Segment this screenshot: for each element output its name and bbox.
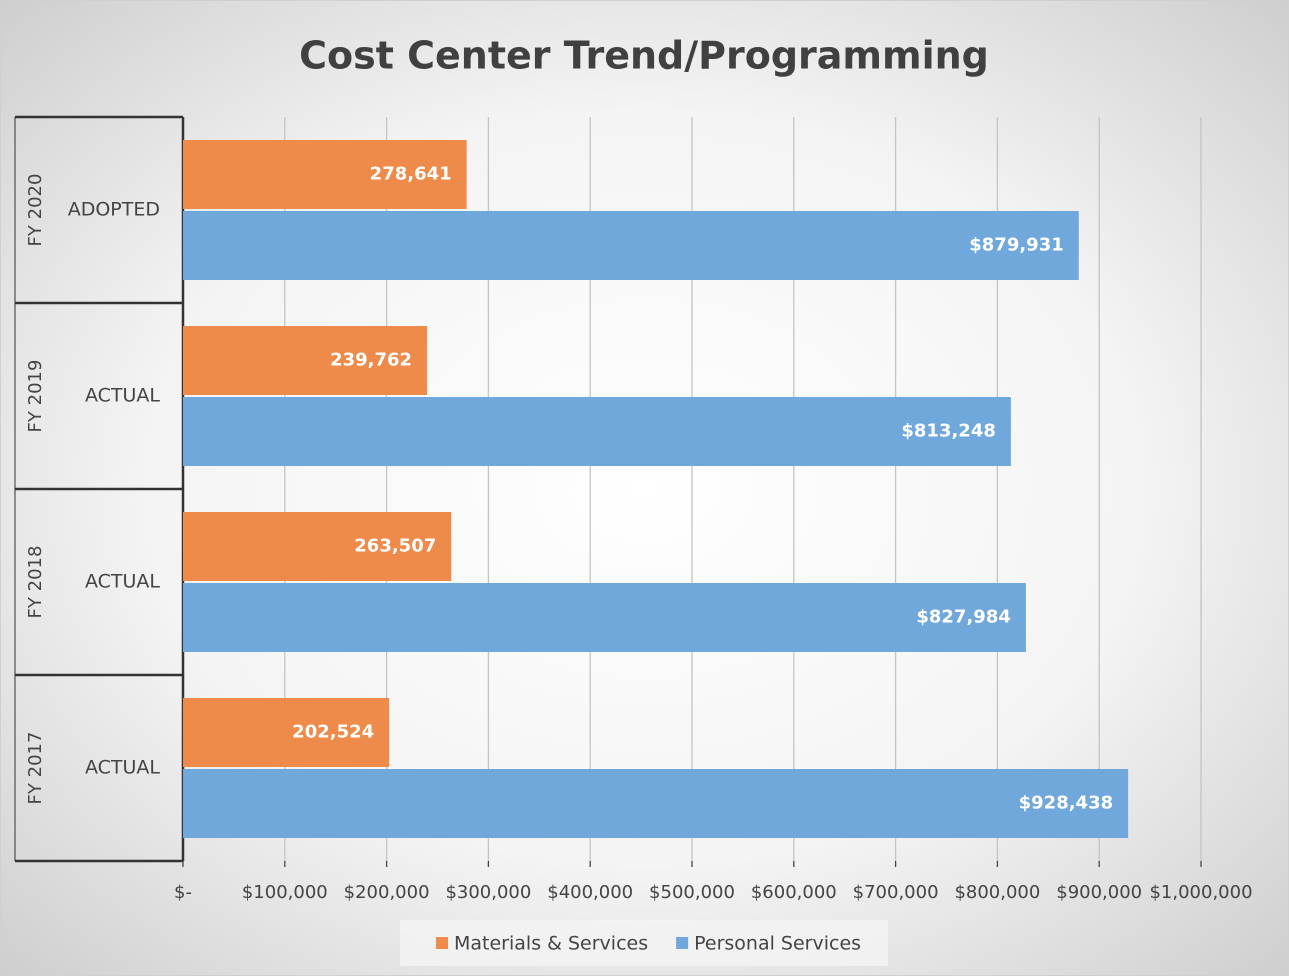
bar: [183, 698, 390, 767]
chart-title: Cost Center Trend/Programming: [299, 34, 989, 78]
x-tick-label: $600,000: [751, 882, 837, 903]
category-label: ACTUAL: [85, 571, 160, 593]
bar: [183, 211, 1079, 280]
x-tick-label: $200,000: [344, 882, 430, 903]
bar: [183, 512, 452, 581]
category-label: ACTUAL: [85, 757, 160, 779]
bar: [183, 397, 1011, 466]
data-label: $928,438: [1019, 793, 1114, 814]
x-tick-label: $900,000: [1056, 882, 1142, 903]
x-tick-label: $500,000: [649, 882, 735, 903]
group-label: FY 2019: [25, 360, 46, 433]
data-label: $879,931: [969, 235, 1064, 256]
legend-swatch: [676, 937, 689, 949]
group-label: FY 2017: [25, 732, 46, 805]
x-tick-label: $1,000,000: [1149, 882, 1252, 903]
data-label: 202,524: [292, 722, 374, 743]
x-tick-label: $700,000: [853, 882, 939, 903]
x-tick-label: $-: [174, 882, 192, 903]
category-label: ADOPTED: [68, 199, 160, 221]
bar: [183, 140, 467, 209]
x-tick-label: $400,000: [547, 882, 633, 903]
x-tick-label: $300,000: [445, 882, 531, 903]
legend-label: Materials & Services: [454, 933, 648, 955]
data-label: $813,248: [901, 421, 996, 442]
data-label: 263,507: [354, 536, 436, 557]
bar: [183, 769, 1129, 838]
data-label: $827,984: [916, 607, 1011, 628]
legend-box: [400, 920, 888, 966]
bar: [183, 583, 1026, 652]
x-tick-label: $800,000: [954, 882, 1040, 903]
legend-label: Personal Services: [694, 933, 861, 955]
legend-swatch: [436, 937, 448, 949]
data-label: 239,762: [330, 350, 412, 371]
x-tick-label: $100,000: [242, 882, 328, 903]
group-label: FY 2018: [25, 546, 46, 619]
category-label: ACTUAL: [85, 385, 160, 407]
data-label: 278,641: [370, 164, 452, 185]
group-label: FY 2020: [25, 174, 46, 247]
bar: [183, 326, 428, 395]
